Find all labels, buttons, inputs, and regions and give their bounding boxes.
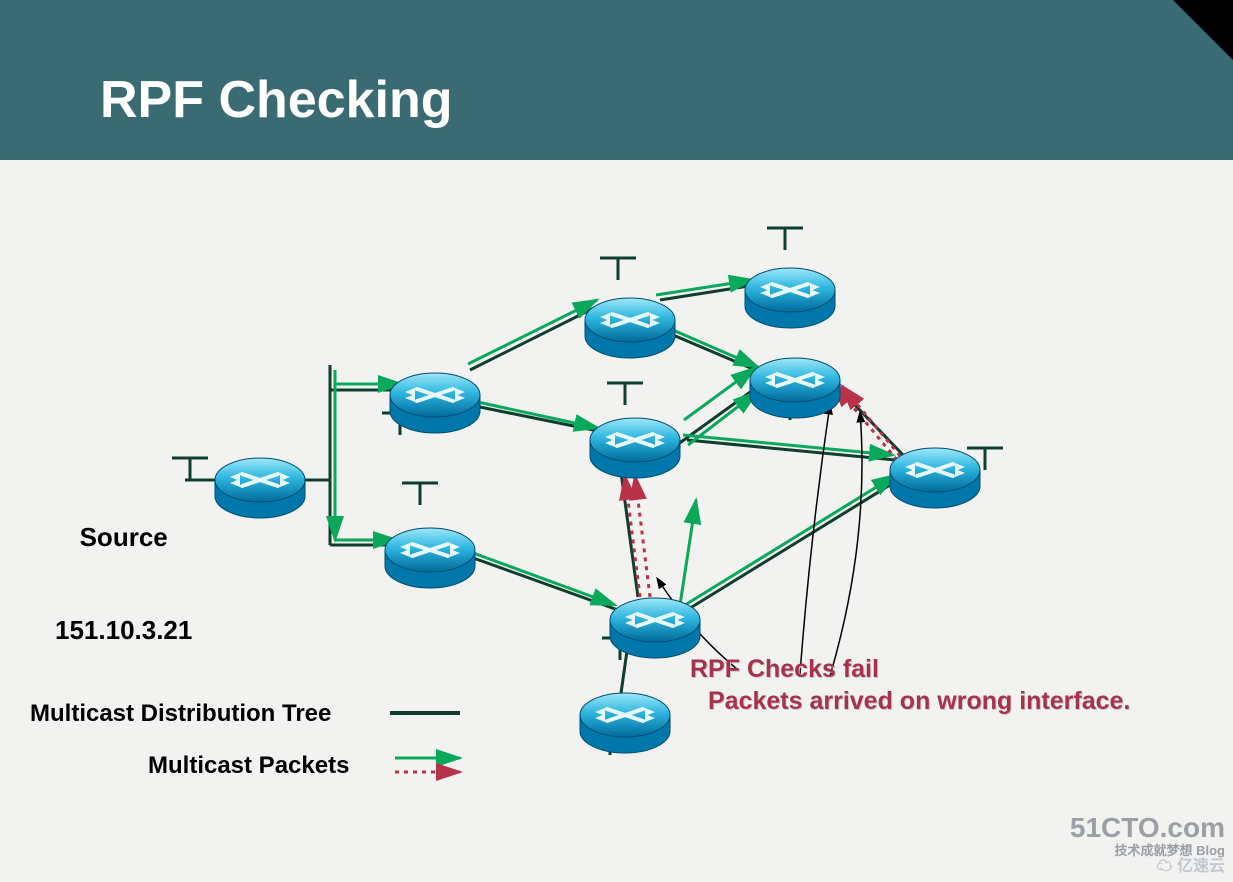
page-title: RPF Checking [100, 70, 453, 130]
watermark-tagline: 技术成就梦想 Blog [1070, 844, 1225, 858]
router-right-mid [750, 358, 840, 418]
slide-body: Source 151.10.3.21 Multicast Distributio… [0, 160, 1233, 882]
rpf-fail-line1: RPF Checks fail [690, 655, 879, 684]
legend-lines-layer [390, 713, 460, 772]
source-label-line2: 151.10.3.21 [55, 615, 192, 646]
router-top-1 [390, 373, 480, 433]
slide-header: RPF Checking [0, 0, 1233, 160]
router-top-2 [585, 298, 675, 358]
router-right-bottom [890, 448, 980, 508]
source-label-line1: Source [55, 522, 192, 553]
watermark-site: 51CTO.com [1070, 813, 1225, 844]
watermark-brand: ☁ 亿速云 [1070, 858, 1225, 876]
router-mid-3 [590, 418, 680, 478]
router-right-top [745, 268, 835, 328]
router-bottom-3 [580, 693, 670, 753]
legend-tree-label: Multicast Distribution Tree [30, 700, 331, 728]
legend-packets-label: Multicast Packets [148, 752, 349, 780]
source-router [215, 458, 305, 518]
watermark-51cto: 51CTO.com 技术成就梦想 Blog ☁ 亿速云 [1070, 813, 1225, 876]
source-label: Source 151.10.3.21 [55, 460, 192, 708]
cloud-icon: ☁ [1157, 858, 1177, 875]
router-bottom-2 [610, 598, 700, 658]
corner-fold-icon [1173, 0, 1233, 60]
rpf-fail-line2: Packets arrived on wrong interface. [708, 687, 1130, 716]
router-bottom-1 [385, 528, 475, 588]
